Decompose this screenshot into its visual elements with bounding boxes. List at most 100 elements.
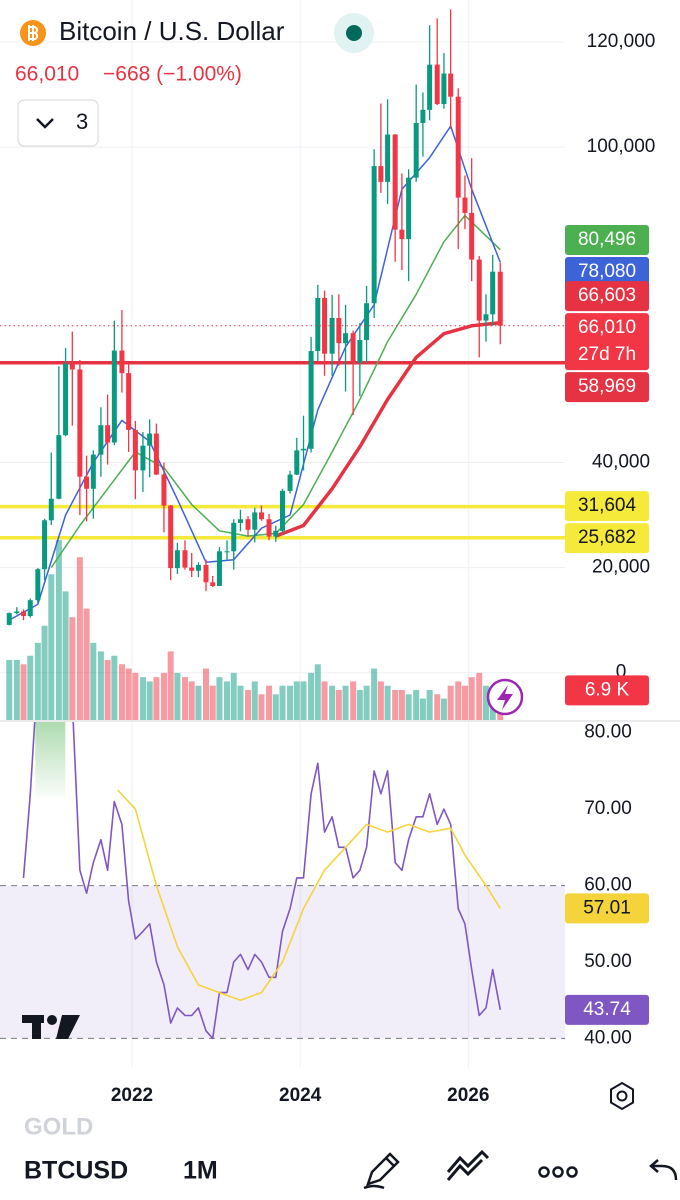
volume-bar	[76, 557, 83, 720]
candle-body	[224, 551, 230, 553]
axis-label: 40.00	[584, 1027, 632, 1048]
pane	[0, 9, 565, 720]
volume-bar	[237, 685, 244, 720]
volume-bar	[398, 690, 405, 720]
candle-body	[308, 351, 314, 449]
volume-bar	[258, 694, 265, 720]
candle-body	[6, 613, 12, 625]
axis-label: 50.00	[584, 951, 632, 972]
axis-label: 40,000	[592, 451, 650, 472]
price-box	[565, 372, 649, 403]
price-box-label: 6.9 K	[585, 679, 630, 700]
candle-body	[35, 569, 41, 601]
price-box-label: 57.01	[583, 897, 631, 918]
candle-body	[462, 197, 468, 213]
axis-label: 80.00	[584, 722, 632, 743]
volume-bar	[104, 660, 111, 720]
undo-icon[interactable]	[649, 1159, 678, 1181]
candle-body	[119, 350, 125, 374]
price-box	[565, 281, 649, 312]
candle-body	[69, 363, 75, 370]
volume-bar	[62, 591, 69, 720]
draw-icon[interactable]	[363, 1152, 400, 1190]
candle-body	[385, 134, 391, 182]
volume-bar	[146, 681, 153, 720]
candle-body	[140, 445, 146, 471]
candle-body	[153, 433, 159, 475]
price-change: −668 (−1.00%)	[103, 63, 242, 86]
volume-bar	[69, 617, 76, 720]
indicator-toggle[interactable]	[17, 99, 99, 147]
axis-label: 0	[616, 662, 627, 683]
symbol-title: Bitcoin / U.S. Dollar	[59, 16, 285, 46]
candle-body	[63, 363, 69, 436]
volume-bar	[188, 681, 195, 720]
interval[interactable]: 1M	[183, 1157, 218, 1185]
volume-bar	[153, 677, 160, 720]
last-price: 66,010	[15, 63, 79, 86]
more-icon[interactable]	[538, 1166, 578, 1178]
volume-bar	[461, 685, 468, 720]
price-box	[565, 994, 649, 1025]
candle-body	[469, 212, 475, 260]
volume-bar	[90, 642, 97, 720]
bottom-bar: GOLD BTCUSD 1M	[0, 1113, 680, 1200]
volume-bar	[174, 672, 181, 720]
candle-body	[483, 314, 489, 321]
candle-body	[350, 333, 356, 363]
axis-label: 60.00	[584, 875, 632, 896]
symbol[interactable]: BTCUSD	[24, 1157, 128, 1185]
axis-label: 2026	[447, 1085, 489, 1106]
candle-body	[231, 522, 237, 552]
candle-body	[42, 520, 48, 570]
candle-body	[378, 166, 384, 182]
volume-bar	[125, 668, 132, 720]
candle-body	[189, 567, 195, 571]
candle-body	[420, 109, 426, 123]
volume-bar	[202, 668, 209, 720]
volume-bar	[434, 694, 441, 720]
candle-body	[280, 490, 285, 531]
series-line	[22, 722, 502, 1040]
candle-body	[448, 73, 454, 97]
candle-body	[315, 297, 321, 352]
volume-bar	[342, 685, 349, 720]
volume-bar	[440, 698, 447, 720]
candle-body	[371, 166, 377, 304]
volume-bar	[287, 685, 294, 720]
price-box	[565, 523, 649, 554]
volume-bar	[97, 651, 104, 720]
indicators-icon[interactable]	[446, 1149, 490, 1181]
candle-body	[168, 505, 174, 569]
candle-body	[273, 530, 279, 537]
price-box-label: 80,496	[578, 229, 636, 250]
volume-bar	[139, 677, 146, 720]
volume-bar	[308, 672, 315, 720]
axis-label: 120,000	[587, 31, 656, 52]
faded-symbol: GOLD	[24, 1113, 93, 1140]
bolt	[497, 685, 513, 710]
volume-bar	[160, 672, 167, 720]
price-box	[565, 491, 649, 522]
header: Bitcoin / U.S. Dollar 66,010 −668 (−1.00…	[15, 13, 374, 147]
volume-bar	[181, 677, 188, 720]
settings-icon[interactable]	[610, 1081, 634, 1111]
volume-bar	[195, 685, 202, 720]
volume-bar	[27, 655, 34, 720]
candle-body	[287, 474, 293, 491]
candle-body	[301, 448, 307, 451]
candle-body	[105, 425, 111, 443]
volume-bar	[419, 698, 426, 720]
volume-bar	[167, 651, 174, 720]
volume-bar	[251, 681, 258, 720]
volume-bar	[426, 690, 433, 720]
volume-bar	[34, 642, 41, 720]
candle-body	[252, 512, 258, 530]
volume-bar	[13, 660, 20, 720]
candle-body	[455, 96, 461, 198]
volume-bar	[335, 690, 342, 720]
volume-bar	[293, 681, 300, 720]
volume-bar	[266, 685, 273, 720]
candle-body	[399, 229, 405, 240]
